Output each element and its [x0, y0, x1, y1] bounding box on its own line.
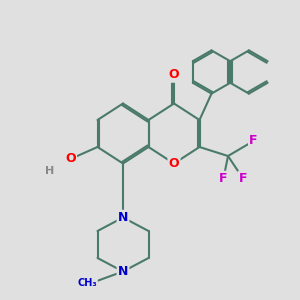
- Text: H: H: [45, 166, 54, 176]
- Text: F: F: [249, 134, 258, 148]
- Text: O: O: [169, 157, 179, 170]
- Text: N: N: [118, 211, 128, 224]
- Text: N: N: [118, 265, 128, 278]
- Text: O: O: [65, 152, 76, 166]
- Text: CH₃: CH₃: [77, 278, 97, 289]
- Text: F: F: [239, 172, 247, 185]
- Text: O: O: [169, 68, 179, 82]
- Text: F: F: [219, 172, 228, 185]
